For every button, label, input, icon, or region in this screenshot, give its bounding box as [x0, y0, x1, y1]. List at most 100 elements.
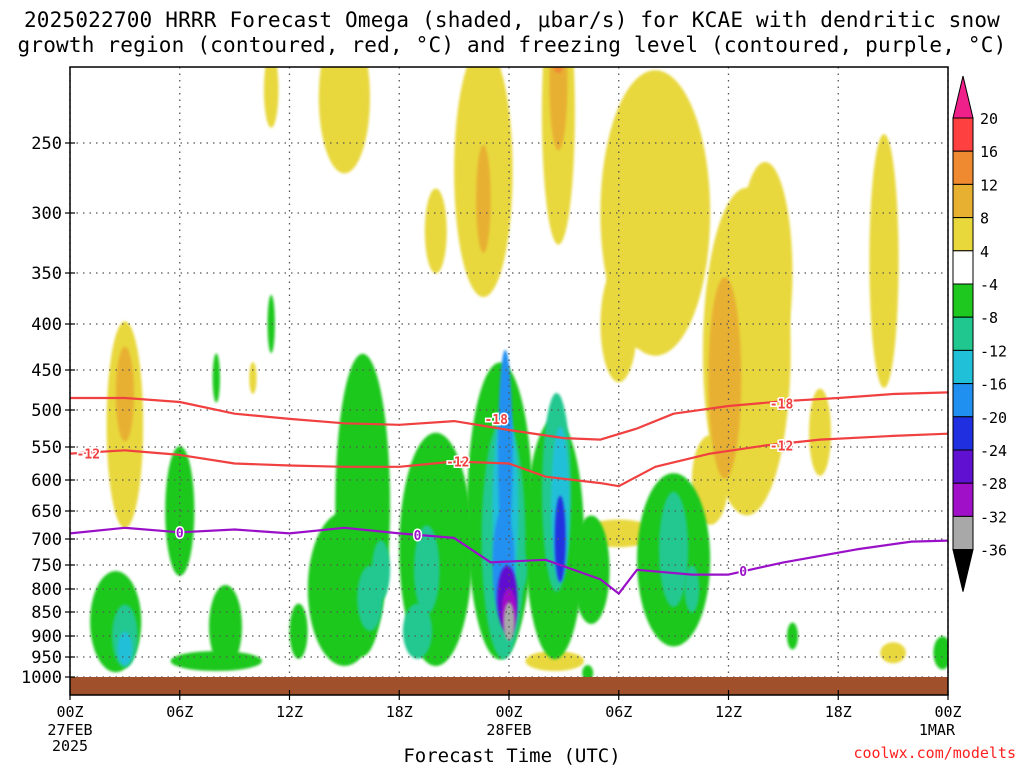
colorbar-top-arrow	[952, 75, 974, 119]
y-tick-label: 600	[31, 471, 62, 491]
omega-region	[476, 145, 491, 253]
x-tick-label: 06Z	[605, 703, 632, 721]
contour-label: -12	[77, 448, 100, 463]
contour-line	[70, 526, 948, 595]
x-tick-label: 18Z	[825, 703, 852, 721]
omega-shaded-field	[90, 67, 948, 681]
omega-region	[600, 265, 638, 383]
x-tick-sublabel: 2025	[52, 737, 88, 755]
x-tick-label: 12Z	[715, 703, 742, 721]
colorbar: 20 16 12 8 4 -4 -8 -12 -16 -20 -24 -28 -32 -36	[952, 75, 1007, 592]
credit-link[interactable]: coolwx.com/modelts	[853, 744, 1016, 762]
omega-region	[209, 585, 242, 668]
colorbar-level-label: -4	[980, 276, 998, 294]
y-tick-label: 300	[31, 204, 62, 224]
omega-region	[933, 636, 948, 670]
y-tick-label: 350	[31, 264, 62, 284]
colorbar-level-label: -12	[980, 342, 1007, 360]
omega-region	[117, 631, 133, 666]
colorbar-band	[952, 250, 974, 285]
omega-region	[371, 540, 391, 600]
y-tick-label: 550	[31, 438, 62, 458]
x-tick-label: 18Z	[386, 703, 413, 721]
colorbar-band	[952, 482, 974, 517]
y-tick-label: 500	[31, 401, 62, 421]
colorbar-band	[952, 316, 974, 351]
colorbar-level-label: -36	[980, 542, 1007, 560]
colorbar-band	[952, 416, 974, 451]
y-tick-label: 950	[31, 648, 62, 668]
y-tick-label: 750	[31, 556, 62, 576]
omega-region	[553, 67, 563, 73]
colorbar-band	[952, 150, 974, 185]
chart-title-line-2: growth region (contoured, red, °C) and f…	[17, 33, 1007, 57]
contour-label: -12	[446, 456, 469, 471]
colorbar-level-label: -24	[980, 442, 1007, 460]
x-tick-label: 12Z	[276, 703, 303, 721]
omega-region	[289, 603, 308, 659]
omega-region	[737, 162, 793, 384]
omega-region	[115, 346, 134, 442]
omega-region	[541, 67, 575, 245]
omega-region	[573, 515, 610, 625]
colorbar-band	[952, 383, 974, 418]
omega-region	[413, 525, 440, 615]
x-tick-label: 00Z	[56, 703, 83, 721]
colorbar-band	[952, 515, 974, 551]
colorbar-level-label: 4	[980, 243, 989, 261]
omega-region	[659, 491, 689, 607]
colorbar-level-label: -28	[980, 475, 1007, 493]
omega-region	[503, 602, 515, 641]
omega-region	[880, 642, 906, 664]
x-tick-label: 00Z	[934, 703, 961, 721]
colorbar-level-label: -8	[980, 309, 998, 327]
colorbar-bottom-arrow	[952, 549, 974, 592]
omega-region	[249, 362, 257, 394]
omega-region	[549, 67, 568, 151]
contour-label: 0	[739, 565, 747, 580]
omega-region	[267, 294, 275, 354]
omega-region	[684, 565, 700, 613]
colorbar-band	[952, 449, 974, 484]
omega-region	[212, 353, 220, 403]
contour-label: -18	[484, 413, 508, 428]
omega-region	[165, 446, 195, 576]
omega-region	[554, 495, 566, 583]
colorbar-level-label: 12	[980, 176, 998, 194]
omega-region	[809, 388, 831, 476]
y-tick-label: 900	[31, 627, 62, 647]
omega-region	[708, 277, 742, 479]
y-tick-label: 650	[31, 502, 62, 522]
x-tick-label: 06Z	[166, 703, 193, 721]
pressure-axis: 250 300 350 400 450 500 550 600 650 700 750 800 850 9…	[21, 134, 75, 688]
omega-region	[170, 651, 262, 671]
contour-label: 0	[176, 526, 184, 541]
x-tick-sublabel: 1MAR	[919, 721, 956, 739]
omega-region	[263, 67, 279, 128]
y-tick-label: 450	[31, 361, 62, 381]
y-tick-label: 700	[31, 530, 62, 550]
colorbar-band	[952, 283, 974, 318]
contour-line	[70, 391, 948, 441]
colorbar-band	[952, 217, 974, 252]
y-tick-label: 800	[31, 580, 62, 600]
omega-region	[318, 67, 370, 174]
colorbar-level-label: 16	[980, 143, 998, 161]
contour-label: -12	[770, 440, 793, 455]
contour-label: 0	[414, 529, 422, 544]
y-tick-label: 400	[31, 315, 62, 335]
omega-region	[402, 603, 433, 659]
colorbar-band	[952, 183, 974, 219]
y-tick-label: 850	[31, 603, 62, 623]
contour-label: -18	[770, 398, 794, 413]
x-tick-label: 00Z	[495, 703, 522, 721]
omega-region	[498, 349, 513, 558]
colorbar-level-label: 8	[980, 210, 989, 228]
colorbar-band	[952, 349, 974, 385]
colorbar-band	[952, 117, 974, 152]
chart-title-line-1: 2025022700 HRRR Forecast Omega (shaded, …	[23, 8, 1001, 32]
temperature-contours: -18 -18 -12 -12 -12 0 0 0	[70, 391, 948, 595]
omega-region	[525, 651, 584, 671]
colorbar-level-label: -32	[980, 508, 1007, 526]
